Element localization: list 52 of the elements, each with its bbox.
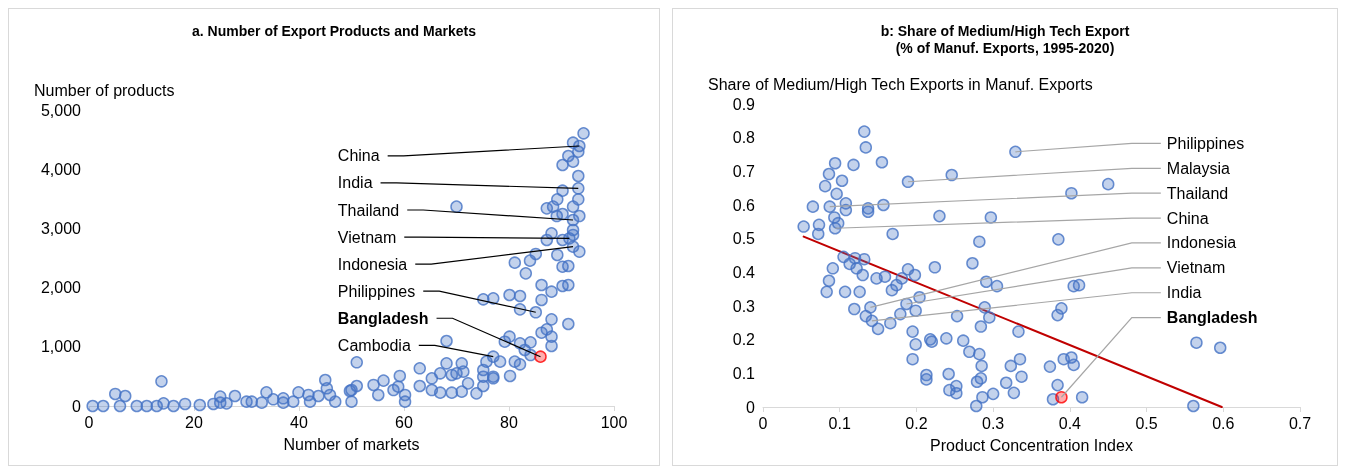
annotation: Philippines — [1166, 134, 1245, 152]
y-tick-label: 0.7 — [732, 162, 756, 180]
y-tick-label: 0 — [72, 397, 82, 415]
x-tick-label: 0.6 — [1212, 414, 1235, 432]
annotation: Philippines — [337, 282, 416, 300]
x-tick-label: 0.4 — [1058, 414, 1082, 432]
annotation: Vietnam — [337, 228, 397, 246]
annotation: Thailand — [1166, 184, 1229, 202]
x-tick-label: 0 — [84, 413, 94, 431]
x-tick-label: 0.2 — [905, 414, 928, 432]
x-tick-label: 60 — [395, 413, 413, 431]
x-tick-label: 0.3 — [982, 414, 1005, 432]
y-tick-label: 1,000 — [40, 338, 82, 356]
chart-title: b: Share of Medium/High Tech Export (% of Manuf. Exports, 1995-2020) — [880, 22, 1130, 56]
y-tick-label: 2,000 — [40, 279, 82, 297]
x-tick-label: 0.1 — [828, 414, 851, 432]
annotation: India — [337, 174, 373, 192]
x-tick-label: 20 — [185, 413, 203, 431]
annotation: Indonesia — [1166, 234, 1237, 252]
annotation: Bangladesh — [337, 309, 429, 327]
y-tick-label: 0 — [746, 398, 756, 416]
x-tick-label: 80 — [500, 413, 518, 431]
y-tick-label: 0.1 — [732, 364, 756, 382]
y-axis-title: Share of Medium/High Tech Exports in Manuf. Exports — [708, 75, 1093, 93]
y-tick-label: 4,000 — [40, 160, 82, 178]
chart-title: a. Number of Export Products and Markets — [192, 22, 477, 39]
annotation: Thailand — [337, 201, 400, 219]
annotation: India — [1166, 284, 1202, 302]
y-tick-label: 0.9 — [732, 95, 756, 113]
x-axis-title: Product Concentration Index — [930, 436, 1133, 454]
annotation: Cambodia — [337, 336, 411, 354]
annotation: China — [337, 147, 380, 165]
y-tick-label: 3,000 — [40, 219, 82, 237]
x-tick-label: 0.7 — [1288, 414, 1312, 432]
y-tick-label: 0.3 — [732, 297, 756, 315]
annotation: Indonesia — [337, 255, 408, 273]
x-tick-label: 0 — [758, 414, 768, 432]
y-tick-label: 0.4 — [732, 263, 756, 281]
y-axis-title: Number of products — [34, 81, 175, 99]
x-tick-label: 40 — [290, 413, 308, 431]
y-tick-label: 0.5 — [732, 230, 756, 248]
y-tick-label: 0.8 — [732, 129, 756, 147]
annotation: Malaysia — [1166, 159, 1231, 177]
annotation: Vietnam — [1166, 259, 1226, 277]
y-tick-label: 5,000 — [40, 101, 82, 119]
x-tick-label: 0.5 — [1135, 414, 1158, 432]
annotation: China — [1166, 209, 1209, 227]
y-tick-label: 0.6 — [732, 196, 756, 214]
y-tick-label: 0.2 — [732, 331, 756, 349]
x-axis-title: Number of markets — [283, 435, 420, 453]
x-tick-label: 100 — [600, 413, 628, 431]
annotation: Bangladesh — [1166, 309, 1258, 327]
